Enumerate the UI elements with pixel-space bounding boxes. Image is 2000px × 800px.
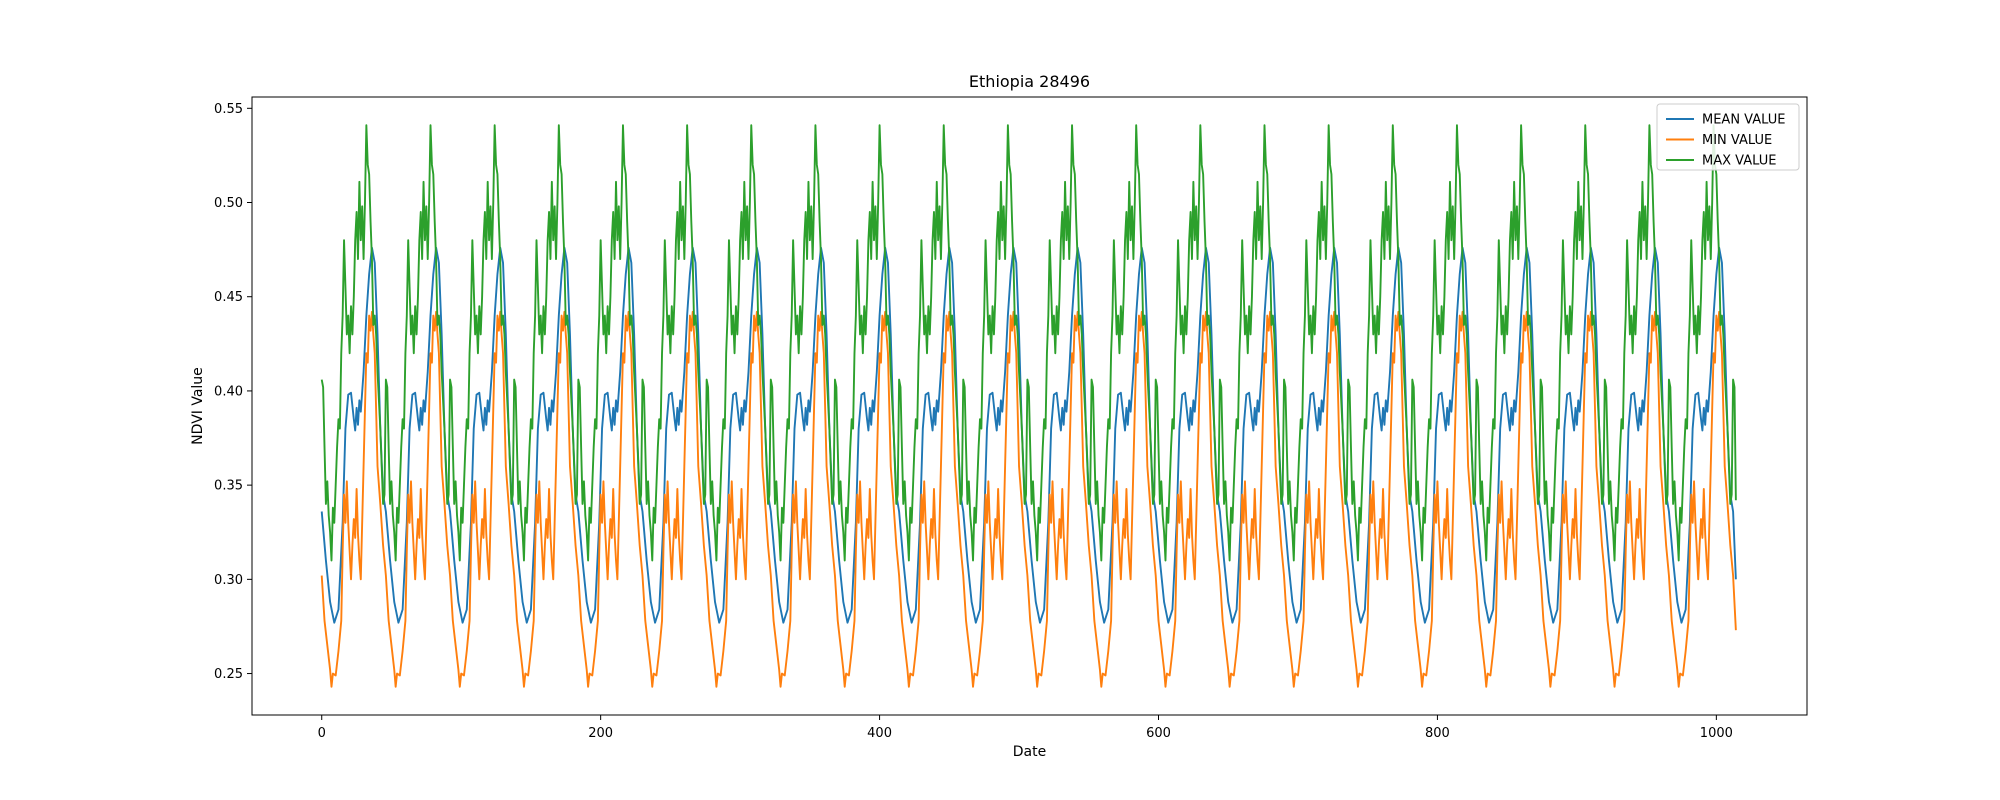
x-axis-ticks: 0 200 400 600 800 1000 bbox=[318, 715, 1733, 741]
x-tick-label: 1000 bbox=[1700, 726, 1733, 741]
y-tick-label: 0.45 bbox=[214, 290, 243, 305]
series-line-2 bbox=[320, 310, 1737, 688]
x-tick-label: 0 bbox=[318, 726, 326, 741]
x-axis-title: Date bbox=[1013, 744, 1046, 760]
x-tick-label: 800 bbox=[1425, 726, 1450, 741]
legend-label: MEAN VALUE bbox=[1702, 113, 1785, 128]
series-line-3 bbox=[320, 124, 1737, 562]
y-tick-label: 0.55 bbox=[214, 102, 243, 117]
x-tick-label: 600 bbox=[1146, 726, 1171, 741]
y-tick-label: 0.25 bbox=[214, 667, 243, 682]
legend: MEAN VALUE MIN VALUE MAX VALUE bbox=[1656, 103, 1800, 171]
y-axis-title: NDVI Value bbox=[190, 367, 206, 445]
chart-title: Ethiopia 28496 bbox=[969, 72, 1090, 91]
legend-label: MIN VALUE bbox=[1702, 133, 1772, 148]
plot-lines bbox=[320, 124, 1737, 688]
legend-box bbox=[1656, 103, 1800, 171]
plot-frame bbox=[251, 96, 1808, 716]
y-tick-label: 0.40 bbox=[214, 384, 243, 399]
y-tick-label: 0.30 bbox=[214, 573, 243, 588]
series-line-1 bbox=[320, 246, 1737, 624]
y-axis-ticks: 0.25 0.30 0.35 0.40 0.45 0.50 0.55 bbox=[214, 102, 252, 682]
legend-label: MAX VALUE bbox=[1702, 154, 1776, 169]
x-tick-label: 400 bbox=[867, 726, 892, 741]
y-tick-label: 0.50 bbox=[214, 196, 243, 211]
y-tick-label: 0.35 bbox=[214, 479, 243, 494]
x-tick-label: 200 bbox=[588, 726, 613, 741]
